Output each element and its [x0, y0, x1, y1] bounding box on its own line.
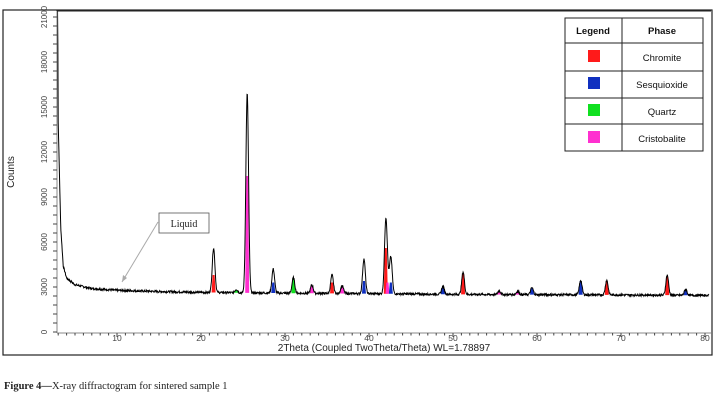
y-tick-label: 18000 [40, 50, 49, 73]
y-tick-label: 9000 [40, 188, 49, 206]
x-tick-label: 10 [112, 333, 122, 343]
figure-caption: Figure 4—X-ray diffractogram for sintere… [4, 381, 228, 392]
x-tick-label: 30 [280, 333, 290, 343]
phase-marker-chromite [211, 275, 216, 293]
x-tick-label: 80 [700, 333, 710, 343]
y-tick-label: 21000 [40, 5, 49, 28]
y-tick-label: 3000 [40, 278, 49, 296]
legend-header-legend: Legend [576, 26, 610, 37]
phase-marker-sesquioxide [388, 282, 393, 294]
annotation-arrow-line [121, 221, 159, 283]
legend-table: Legend Phase Chromite Sesquioxide Quartz… [564, 17, 704, 152]
legend-label-chromite: Chromite [643, 53, 682, 64]
annotation-text: Liquid [171, 219, 198, 230]
legend-swatch-sesquioxide [588, 77, 600, 89]
phase-marker-sesquioxide [271, 282, 276, 294]
phase-marker-chromite [330, 282, 335, 294]
phase-marker-chromite [383, 248, 388, 294]
annotation-arrow-head [122, 275, 127, 282]
phase-marker-cristobalite [245, 176, 250, 293]
y-ticks: 0 3000 6000 9000 12000 15000 18000 21000 [40, 5, 57, 334]
liquid-annotation: Liquid [121, 212, 210, 283]
caption-text: X-ray diffractogram for sintered sample … [51, 381, 228, 392]
phase-markers [211, 176, 688, 296]
legend-header-phase: Phase [648, 26, 676, 37]
x-tick-label: 20 [196, 333, 206, 343]
figure-frame [2, 9, 713, 356]
diffraction-trace [56, 10, 710, 298]
y-axis-label: Counts [6, 156, 17, 188]
phase-marker-sesquioxide [361, 281, 366, 294]
y-tick-label: 12000 [40, 140, 49, 163]
legend-swatch-cristobalite [588, 131, 600, 143]
legend-swatch-chromite [588, 50, 600, 62]
xrd-chart: 0 3000 6000 9000 12000 15000 18000 21000 10 20 30… [2, 5, 713, 356]
x-tick-label: 60 [532, 333, 542, 343]
x-tick-label: 40 [364, 333, 374, 343]
legend-swatch-quartz [588, 104, 600, 116]
x-ticks: 10 20 30 40 50 60 70 80 [57, 333, 710, 343]
phase-marker-cristobalite [385, 282, 390, 294]
legend-label-quartz: Quartz [648, 107, 677, 118]
x-axis-label: 2Theta (Coupled TwoTheta/Theta) WL=1.788… [278, 343, 491, 354]
y-tick-label: 6000 [40, 233, 49, 251]
x-tick-label: 50 [448, 333, 458, 343]
annotation-box [158, 212, 210, 234]
caption-label: Figure 4— [4, 381, 52, 392]
y-tick-label: 15000 [40, 95, 49, 118]
x-tick-label: 70 [616, 333, 626, 343]
legend-label-sesquioxide: Sesquioxide [636, 80, 688, 91]
y-tick-label: 0 [40, 329, 49, 334]
legend-label-cristobalite: Cristobalite [638, 134, 686, 145]
